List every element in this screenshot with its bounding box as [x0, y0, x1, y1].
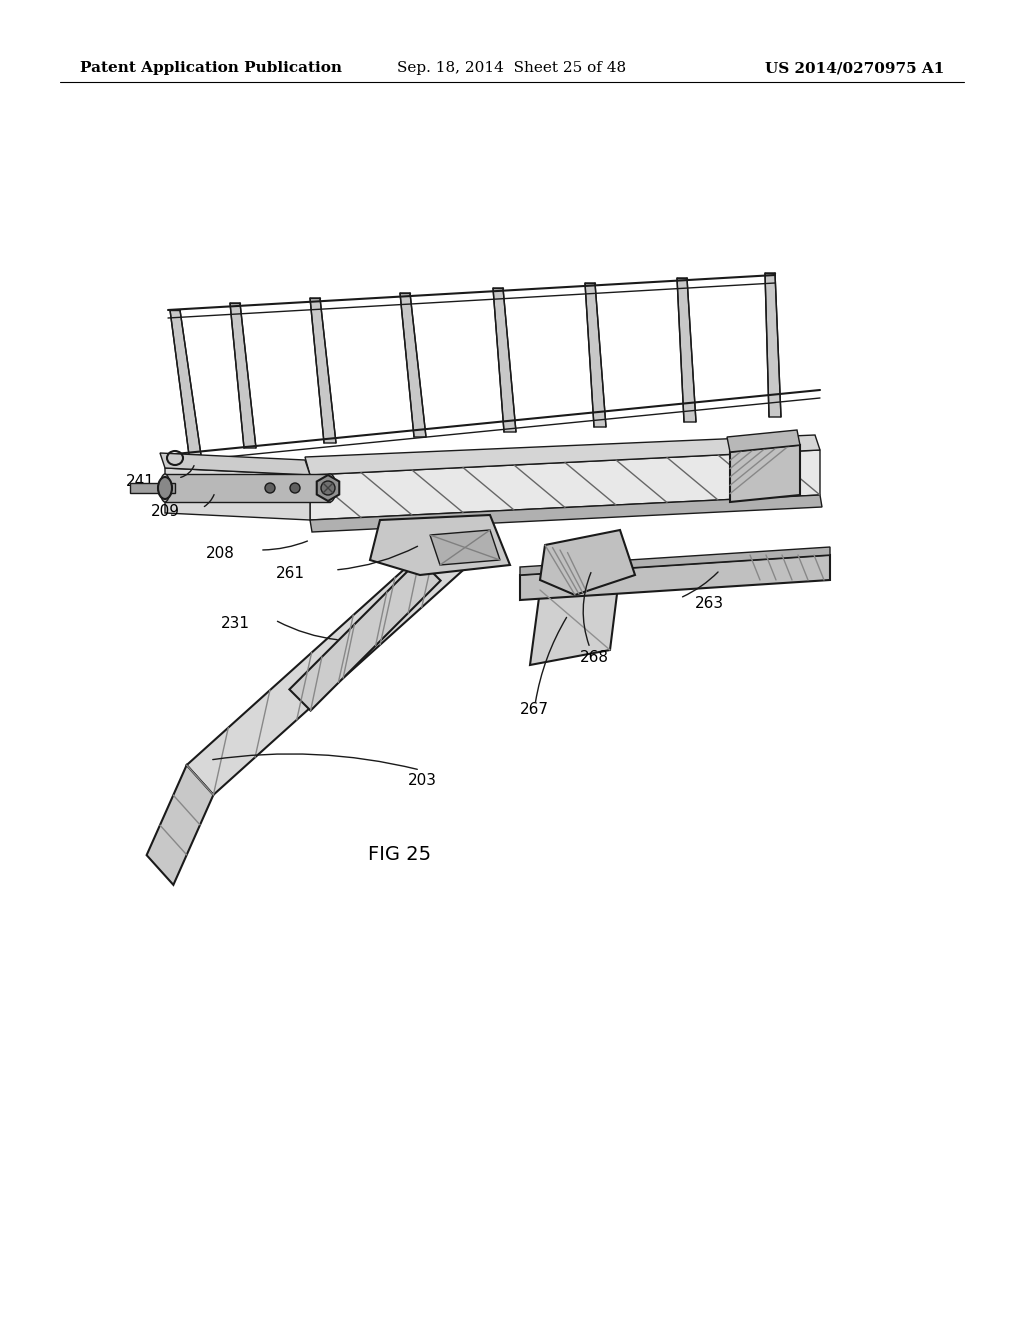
- Polygon shape: [305, 436, 820, 475]
- Text: US 2014/0270975 A1: US 2014/0270975 A1: [765, 61, 944, 75]
- Text: 231: 231: [221, 615, 250, 631]
- Text: 267: 267: [520, 702, 549, 718]
- Polygon shape: [727, 430, 800, 451]
- Polygon shape: [165, 469, 310, 520]
- Polygon shape: [677, 279, 696, 422]
- Polygon shape: [186, 540, 464, 795]
- Polygon shape: [520, 554, 830, 601]
- Polygon shape: [400, 293, 426, 437]
- Text: Patent Application Publication: Patent Application Publication: [80, 61, 342, 75]
- Ellipse shape: [160, 474, 170, 502]
- Polygon shape: [765, 273, 781, 417]
- Polygon shape: [430, 531, 500, 565]
- Polygon shape: [730, 445, 800, 502]
- Circle shape: [321, 480, 335, 495]
- Polygon shape: [585, 282, 606, 426]
- Polygon shape: [310, 495, 822, 532]
- Text: Sep. 18, 2014  Sheet 25 of 48: Sep. 18, 2014 Sheet 25 of 48: [397, 61, 627, 75]
- Polygon shape: [316, 475, 339, 502]
- Text: 203: 203: [408, 774, 436, 788]
- Polygon shape: [520, 546, 830, 576]
- Polygon shape: [160, 453, 310, 475]
- Polygon shape: [146, 766, 213, 884]
- Polygon shape: [230, 304, 256, 447]
- Text: 261: 261: [276, 565, 305, 581]
- Ellipse shape: [324, 474, 336, 502]
- Polygon shape: [290, 560, 440, 710]
- Polygon shape: [310, 450, 820, 520]
- Polygon shape: [530, 570, 620, 665]
- Text: 263: 263: [695, 595, 724, 610]
- Text: 241: 241: [126, 474, 155, 490]
- Text: 268: 268: [580, 651, 609, 665]
- Polygon shape: [170, 310, 201, 455]
- Polygon shape: [370, 515, 510, 576]
- Ellipse shape: [158, 477, 172, 499]
- Polygon shape: [130, 483, 175, 492]
- Circle shape: [290, 483, 300, 492]
- Polygon shape: [310, 298, 336, 444]
- Text: 208: 208: [206, 545, 234, 561]
- Text: FIG 25: FIG 25: [369, 846, 431, 865]
- Circle shape: [265, 483, 275, 492]
- Polygon shape: [540, 531, 635, 595]
- Polygon shape: [165, 474, 330, 502]
- Text: 209: 209: [151, 504, 180, 520]
- Polygon shape: [493, 288, 516, 432]
